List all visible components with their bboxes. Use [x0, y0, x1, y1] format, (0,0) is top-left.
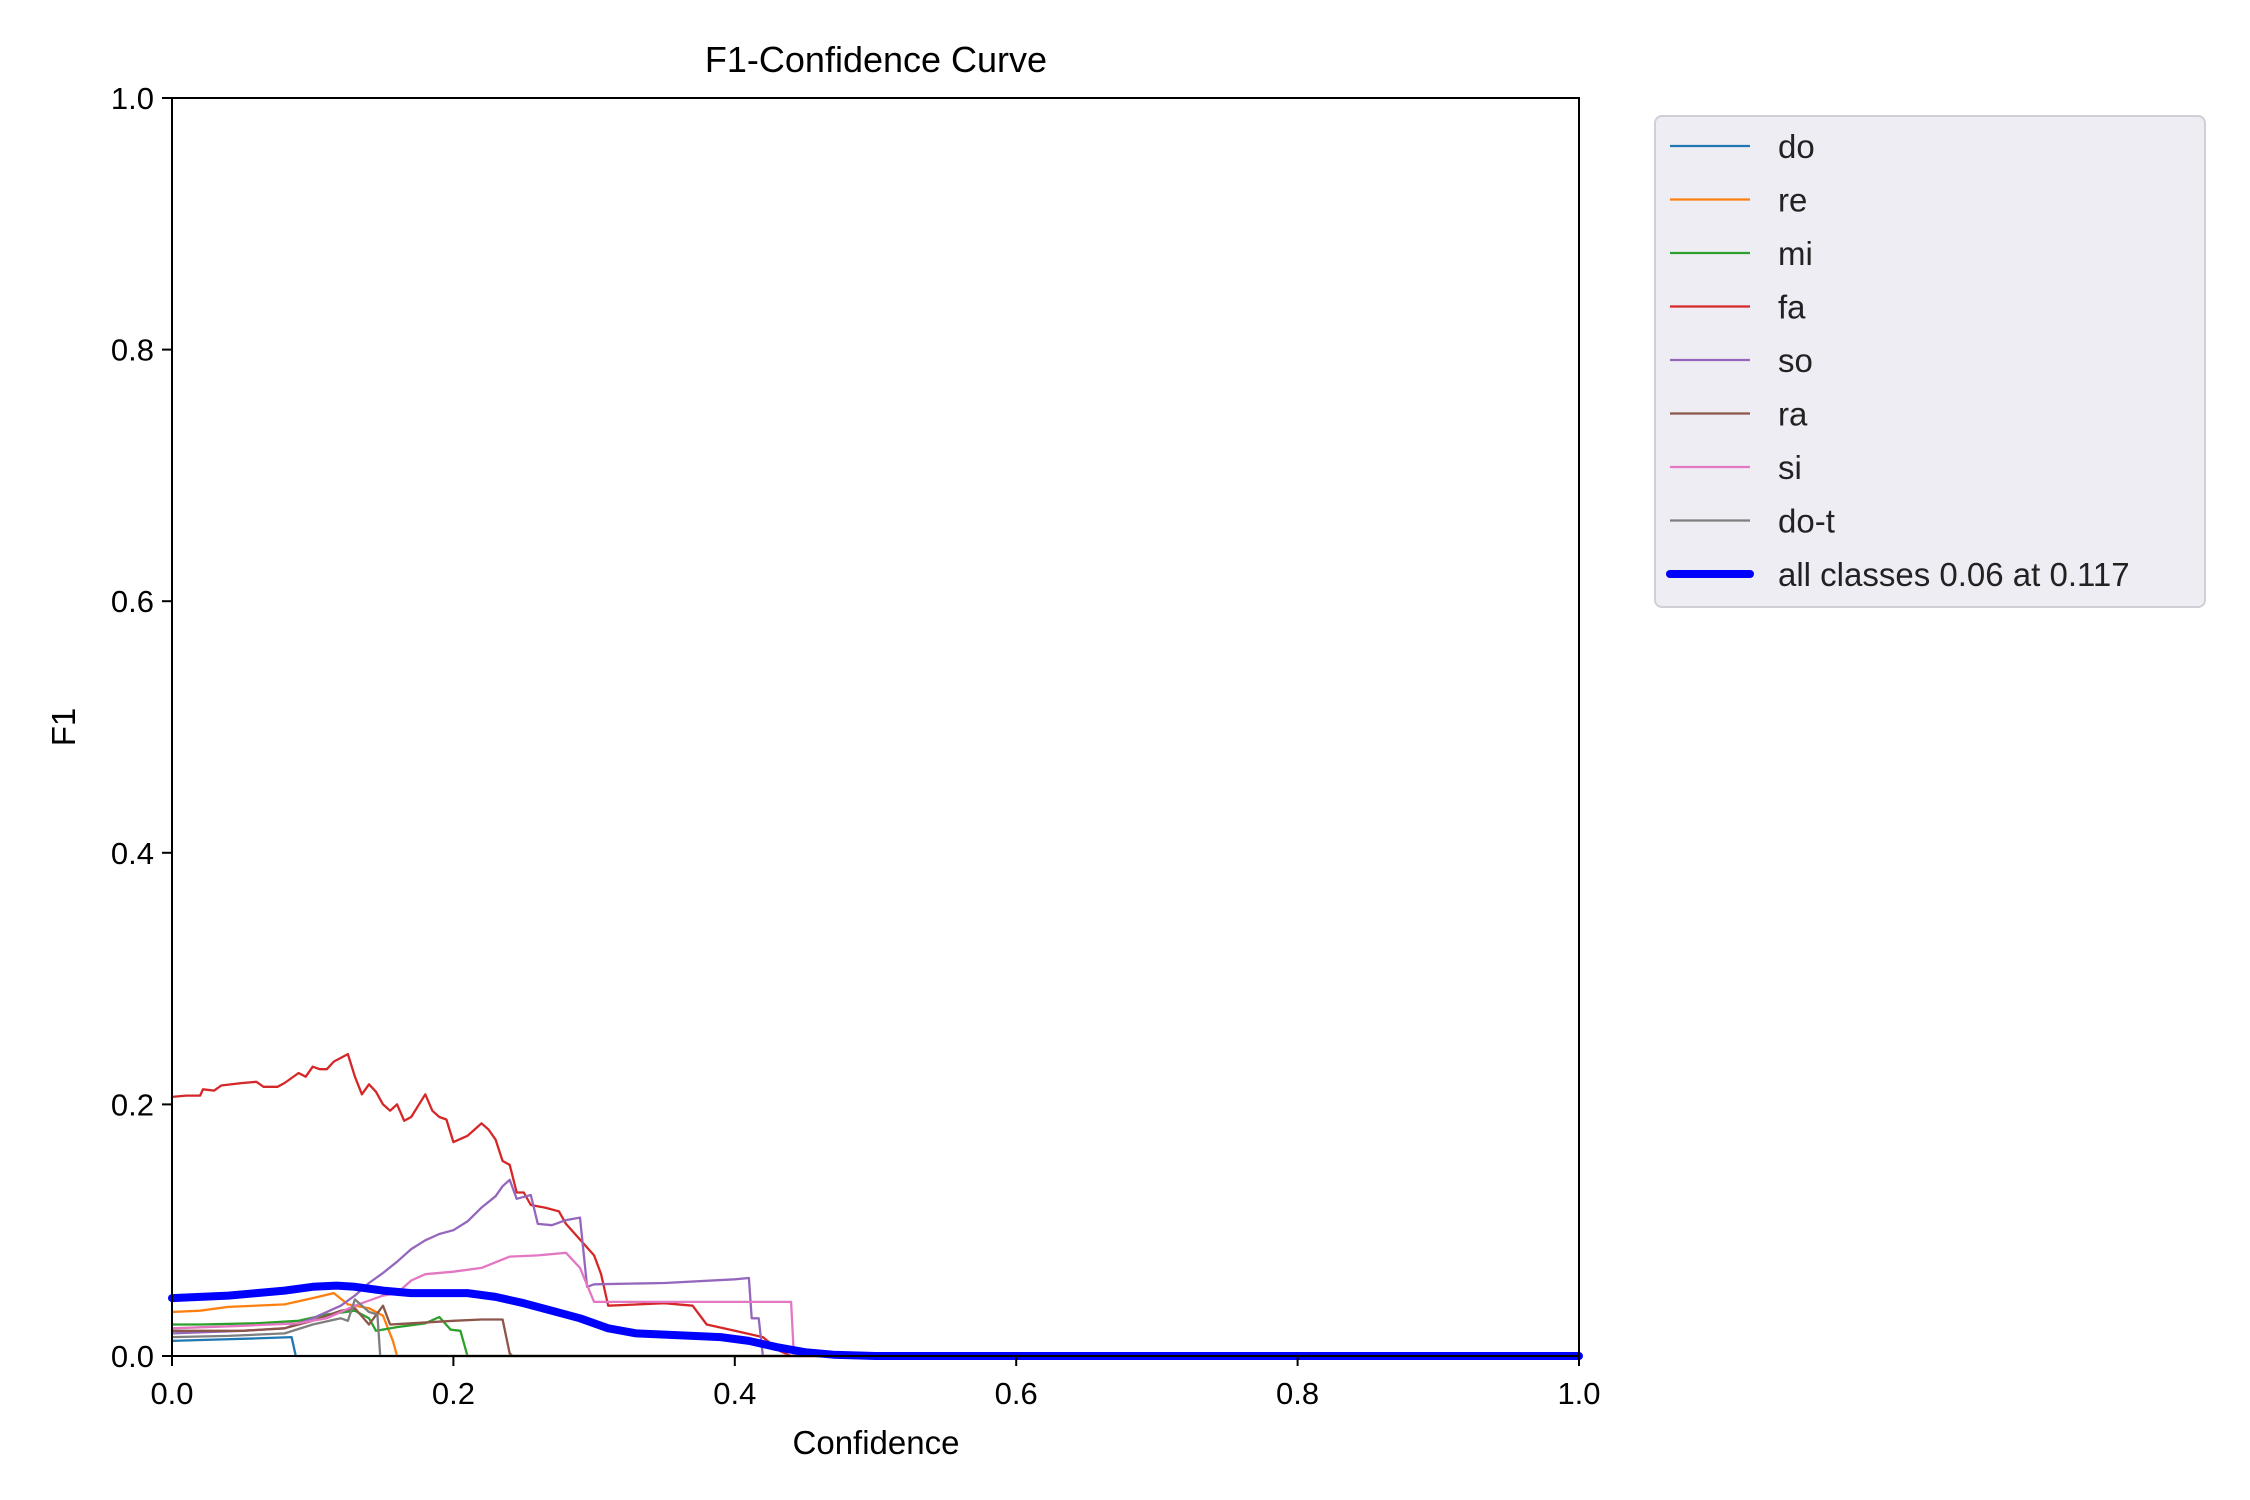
series-line-si: [170, 1251, 1581, 1358]
legend-label: re: [1778, 182, 1807, 219]
series-layer: [168, 1052, 1583, 1360]
series-line-fa: [170, 1052, 1581, 1358]
y-axis-ticks: 0.0 0.2 0.4 0.6 0.8 1.0: [111, 81, 172, 1374]
legend-items: do re mi fa so ra si do-t all classes 0.06 at 0.…: [1666, 128, 2130, 593]
series-line-do-t: [170, 1298, 1581, 1358]
y-tick-label: 0.4: [111, 836, 154, 871]
legend-label: do: [1778, 128, 1815, 165]
x-tick-label: 0.6: [995, 1376, 1038, 1411]
legend-label: si: [1778, 449, 1802, 486]
x-tick-label: 0.4: [713, 1376, 756, 1411]
y-axis-label: F1: [45, 708, 82, 747]
x-tick-label: 0.2: [432, 1376, 475, 1411]
x-tick-label: 0.8: [1276, 1376, 1319, 1411]
y-tick-label: 0.8: [111, 333, 154, 368]
series-line-re: [170, 1291, 1581, 1358]
x-axis-ticks: 0.0 0.2 0.4 0.6 0.8 1.0: [150, 1356, 1601, 1411]
legend-label: mi: [1778, 235, 1813, 272]
chart-title: F1-Confidence Curve: [705, 39, 1047, 80]
y-tick-label: 0.2: [111, 1087, 154, 1122]
x-axis-label: Confidence: [793, 1424, 960, 1461]
plot-area: [172, 98, 1579, 1356]
legend-label: fa: [1778, 289, 1806, 326]
x-tick-label: 1.0: [1557, 1376, 1600, 1411]
series-line-mi: [170, 1309, 1581, 1358]
legend: do re mi fa so ra si do-t all classes 0.06 at 0.…: [1654, 115, 2206, 608]
series-line-all-classes-0-06-at-0-117: [168, 1281, 1583, 1360]
legend-label: ra: [1778, 396, 1808, 433]
legend-box: [1654, 115, 2206, 608]
legend-label: all classes 0.06 at 0.117: [1778, 556, 2130, 593]
y-tick-label: 1.0: [111, 81, 154, 116]
plot-frame: [171, 97, 1580, 1357]
y-tick-label: 0.6: [111, 584, 154, 619]
y-tick-label: 0.0: [111, 1339, 154, 1374]
legend-label: so: [1778, 342, 1813, 379]
legend-label: do-t: [1778, 503, 1835, 540]
x-tick-label: 0.0: [150, 1376, 193, 1411]
